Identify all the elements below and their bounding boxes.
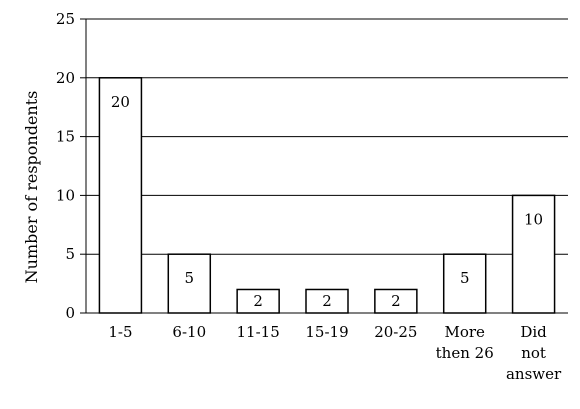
bars (98, 77, 556, 314)
data-label: 2 (391, 292, 401, 310)
y-tick-label: 5 (65, 245, 75, 263)
category-label-line: 6-10 (172, 323, 206, 341)
category-label-line: not (521, 344, 546, 362)
y-tick-label: 0 (65, 304, 75, 322)
gridlines (86, 18, 568, 255)
category-label: More then 26 (436, 323, 494, 362)
category-label-line: 11-15 (237, 323, 280, 341)
category-label: 1-5 (108, 323, 132, 341)
data-label: 20 (111, 93, 130, 111)
category-label-line: Did (520, 323, 547, 341)
data-label: 2 (322, 292, 332, 310)
y-axis-title: Number of respondents (22, 91, 41, 284)
data-label: 2 (253, 292, 263, 310)
data-label: 5 (185, 269, 195, 287)
bar (98, 77, 143, 314)
y-tick-label: 10 (56, 186, 75, 204)
category-label-line: answer (506, 365, 562, 383)
category-label-line: 20-25 (374, 323, 417, 341)
category-label-line: More (444, 323, 485, 341)
y-tick-label: 20 (56, 69, 75, 87)
bar (442, 253, 487, 314)
category-labels: 1-5 6-10 11-15 15-19 20-25 More then 26 Did not a… (108, 323, 562, 383)
bar (511, 194, 556, 314)
category-label-line: then 26 (436, 344, 494, 362)
category-label-line: 1-5 (108, 323, 132, 341)
data-labels: 20 5 2 2 2 5 10 (111, 93, 543, 310)
data-label: 5 (460, 269, 470, 287)
y-tick-label: 15 (56, 128, 75, 146)
y-tick-labels: 0 5 10 15 20 25 (56, 10, 75, 322)
category-label: 20-25 (374, 323, 417, 341)
category-label: 6-10 (172, 323, 206, 341)
data-label: 10 (524, 210, 543, 228)
category-label: 15-19 (305, 323, 348, 341)
axes (80, 18, 568, 314)
category-label: Did not answer (506, 323, 562, 383)
category-label: 11-15 (237, 323, 280, 341)
y-tick-label: 25 (56, 10, 75, 28)
category-label-line: 15-19 (305, 323, 348, 341)
